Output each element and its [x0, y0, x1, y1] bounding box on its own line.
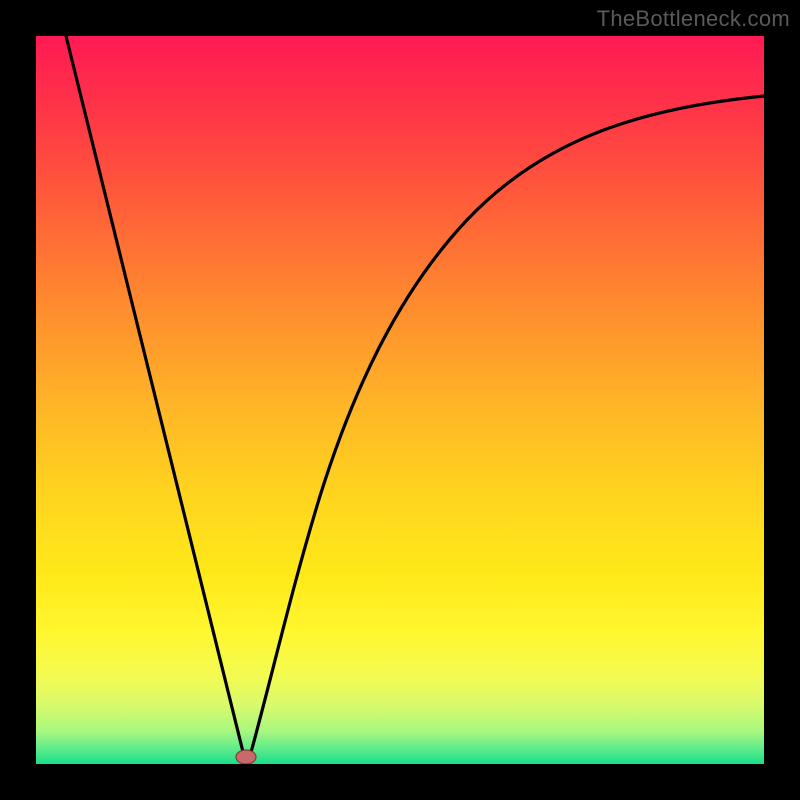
plot-area: [36, 36, 764, 764]
watermark-label: TheBottleneck.com: [597, 6, 790, 32]
bottleneck-curve: [36, 36, 764, 764]
curve-left-branch: [66, 36, 244, 756]
figure-container: TheBottleneck.com: [0, 0, 800, 800]
minimum-marker: [236, 750, 256, 764]
curve-right-branch: [250, 96, 764, 756]
